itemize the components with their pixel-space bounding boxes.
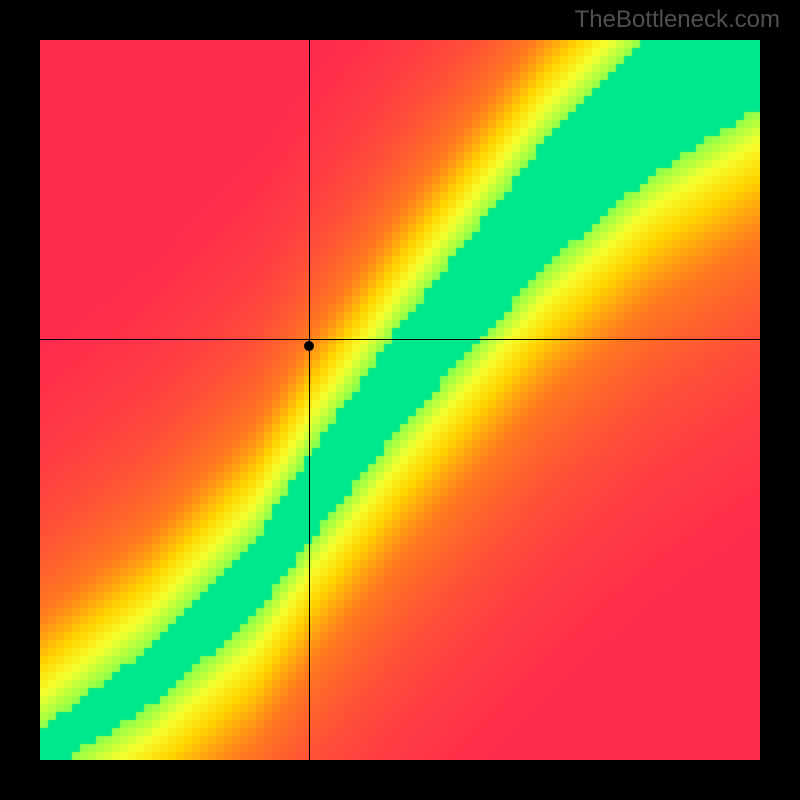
heatmap-canvas bbox=[40, 40, 760, 760]
crosshair-vertical bbox=[309, 40, 310, 760]
crosshair-horizontal bbox=[40, 339, 760, 340]
heatmap-plot-area bbox=[40, 40, 760, 760]
chart-outer-frame: TheBottleneck.com bbox=[0, 0, 800, 800]
watermark-text: TheBottleneck.com bbox=[575, 6, 780, 34]
data-point-marker bbox=[304, 341, 314, 351]
